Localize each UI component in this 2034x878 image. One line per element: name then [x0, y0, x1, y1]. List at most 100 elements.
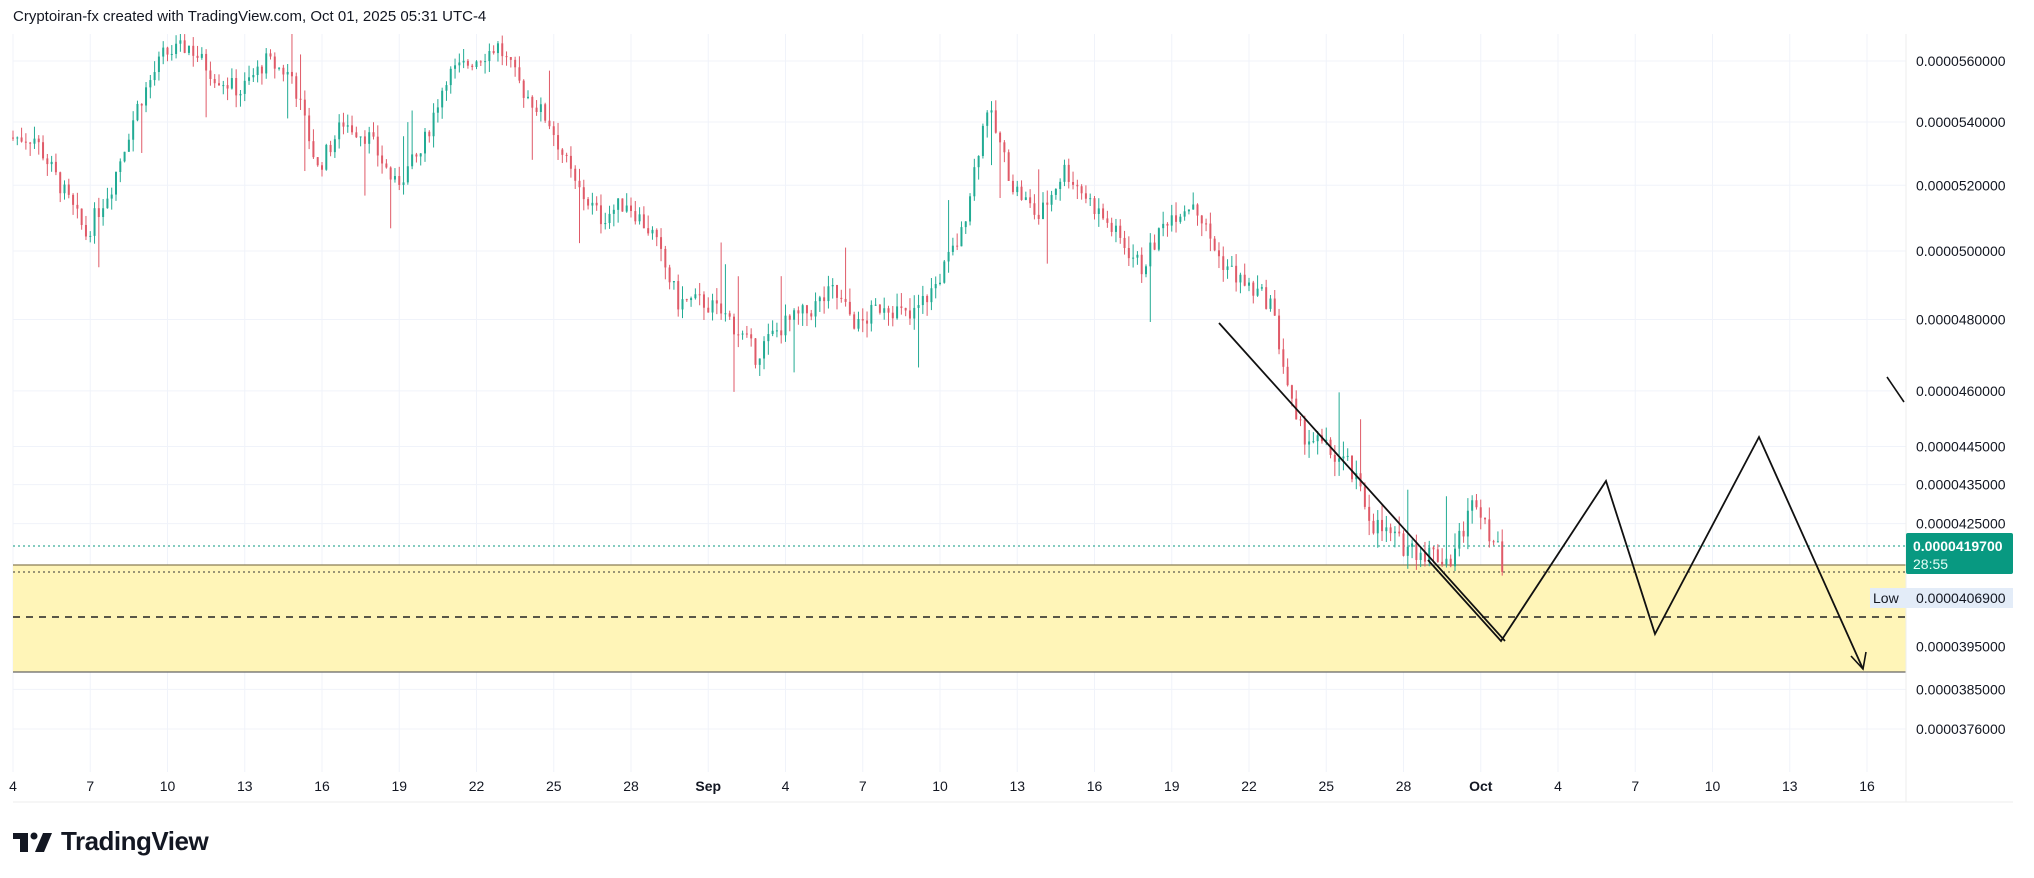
candle-body [1428, 547, 1431, 562]
candle-body [1187, 209, 1190, 212]
candle-body [651, 229, 654, 234]
candle-body [1376, 519, 1379, 534]
candle-body [904, 307, 907, 311]
candle-body [179, 40, 182, 44]
candle-body [814, 301, 817, 317]
candle-body [655, 229, 658, 238]
candle-body [110, 194, 113, 199]
time-tick-label: Oct [1469, 778, 1493, 794]
candle-body [535, 107, 538, 113]
candle-body [1192, 204, 1195, 210]
candle-body [587, 199, 590, 206]
price-axis[interactable]: 0.0000560000 0.0000540000 0.0000520000 0.00… [1916, 53, 2006, 737]
candle-body [668, 267, 671, 283]
projection-zigzag[interactable] [1427, 434, 1864, 670]
candle-body [454, 65, 457, 69]
candle-body [745, 333, 748, 335]
candle-body [205, 53, 208, 71]
candle-body [964, 221, 967, 228]
candle-body [1466, 510, 1469, 537]
price-tick-label: 0.0000425000 [1916, 516, 2006, 532]
candle-body [625, 205, 628, 212]
candle-body [1265, 287, 1268, 309]
tradingview-logo-icon [13, 832, 52, 852]
candle-body [235, 78, 238, 96]
candle-body [12, 137, 14, 139]
candle-body [788, 315, 791, 320]
candle-body [604, 223, 607, 225]
candle-body [1067, 164, 1070, 182]
candle-body [986, 112, 989, 126]
support-zone [13, 565, 1906, 672]
candle-body [37, 138, 40, 143]
candle-body [393, 176, 396, 180]
candle-body [484, 61, 487, 63]
candle-body [346, 125, 349, 127]
candle-body [943, 261, 946, 283]
current-price-value: 0.0000419700 [1913, 538, 2003, 554]
candle-body [290, 71, 293, 77]
price-tick-label: 0.0000435000 [1916, 477, 2006, 493]
candle-body [741, 333, 744, 335]
candle-body [1299, 419, 1302, 421]
candle-body [424, 131, 426, 154]
candle-body [896, 306, 899, 319]
candle-body [29, 142, 32, 144]
candle-body [1054, 188, 1057, 195]
time-axis[interactable]: 4 7 10 13 16 19 22 25 28 Sep 4 7 10 13 16 19 22 25 28 Oct 4 7… [9, 778, 1875, 794]
candle-body [415, 154, 418, 157]
candle-body [97, 208, 100, 218]
candle-body [836, 284, 838, 298]
candle-body [664, 248, 667, 268]
candle-body [758, 358, 761, 365]
candle-body [67, 184, 70, 195]
candle-body [488, 51, 491, 62]
candle-body [767, 334, 770, 342]
candle-body [1368, 506, 1371, 521]
candle-body [1303, 419, 1306, 445]
candle-body [496, 43, 499, 54]
candle-body [810, 313, 813, 317]
candle-body [278, 67, 281, 69]
candle-body [406, 166, 409, 183]
candle-body [89, 235, 92, 237]
candle-body [1393, 531, 1396, 534]
candle-body [1011, 180, 1014, 193]
candle-body [531, 96, 534, 108]
candle-body [458, 62, 461, 66]
candle-body [1351, 455, 1353, 480]
candle-body [780, 330, 783, 336]
candle-body [1209, 223, 1212, 239]
candle-body [1432, 547, 1435, 550]
candle-body [1445, 558, 1448, 565]
candle-body [54, 161, 57, 173]
candle-body [226, 85, 229, 89]
price-tick-label: 0.0000540000 [1916, 114, 2006, 130]
candle-body [351, 125, 354, 133]
downtrend-line[interactable] [1218, 322, 1506, 642]
candle-body [1385, 527, 1388, 532]
candle-body [175, 43, 178, 54]
candle-body [660, 237, 663, 249]
candle-body [1093, 198, 1096, 214]
candle-body [883, 308, 886, 313]
candle-body [1072, 181, 1075, 185]
candle-body [1170, 215, 1173, 226]
candle-body [578, 180, 581, 188]
candle-body [1402, 533, 1405, 556]
current-price-badge [1906, 533, 2013, 574]
candle-body [1475, 500, 1478, 508]
time-tick-label: 28 [1396, 778, 1412, 794]
candle-body [1042, 202, 1044, 219]
candle-body [1037, 214, 1040, 219]
candle-body [1436, 549, 1439, 562]
candle-body [342, 122, 345, 127]
candle-body [376, 136, 379, 156]
candle-body [132, 120, 135, 140]
candle-body [801, 305, 804, 314]
candle-body [20, 137, 23, 142]
candle-body [1153, 242, 1156, 250]
candle-body [1157, 228, 1160, 250]
time-tick-label: 28 [623, 778, 639, 794]
